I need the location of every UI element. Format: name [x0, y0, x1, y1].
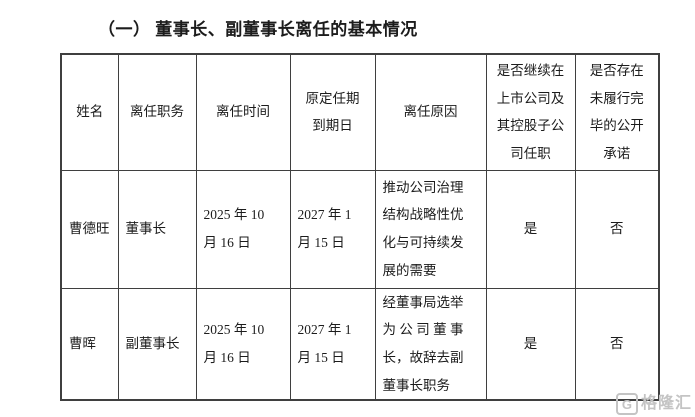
cell-name: 曹德旺 [60, 169, 119, 289]
header-row: 姓名 离任职务 离任时间 原定任期 到期日 离任原因 是否继续在 上市公司及 其… [60, 53, 660, 171]
cell-term-end: 2027 年 1 月 15 日 [289, 169, 376, 289]
cell-reason: 推动公司治理 结构战略性优 化与可持续发 展的需要 [374, 169, 487, 289]
cell-unfulfilled-commitments: 否 [574, 287, 660, 401]
cell-reason: 经董事局选举 为 公 司 董 事 长，故辞去副 董事长职务 [374, 287, 487, 401]
cell-unfulfilled-commitments: 否 [574, 169, 660, 289]
cell-remains-in-company: 是 [485, 169, 576, 289]
cell-name: 曹晖 [60, 287, 119, 401]
gelonghui-logo-icon: G [615, 393, 638, 415]
header-remains-in-company: 是否继续在 上市公司及 其控股子公 司任职 [485, 53, 576, 171]
cell-position: 董事长 [117, 169, 197, 289]
header-position: 离任职务 [117, 53, 197, 171]
section-title: （一） 董事长、副董事长离任的基本情况 [98, 20, 418, 39]
gelonghui-watermark-text: 格隆汇 [640, 395, 692, 412]
header-name: 姓名 [60, 53, 119, 171]
resignation-table: 姓名 离任职务 离任时间 原定任期 到期日 离任原因 是否继续在 上市公司及 其… [60, 53, 660, 402]
header-term-end: 原定任期 到期日 [289, 53, 376, 171]
header-reason: 离任原因 [374, 53, 487, 171]
table-row: 曹德旺 董事长 2025 年 10 月 16 日 2027 年 1 月 15 日… [60, 169, 660, 289]
header-departure-date: 离任时间 [195, 53, 291, 171]
cell-position: 副董事长 [117, 287, 197, 401]
gelonghui-watermark: G 格隆汇 [615, 393, 692, 415]
cell-remains-in-company: 是 [485, 287, 576, 401]
cell-term-end: 2027 年 1 月 15 日 [289, 287, 376, 401]
cell-departure-date: 2025 年 10 月 16 日 [195, 287, 291, 401]
table-row: 曹晖 副董事长 2025 年 10 月 16 日 2027 年 1 月 15 日… [60, 287, 660, 401]
header-unfulfilled-commitments: 是否存在 未履行完 毕的公开 承诺 [574, 53, 660, 171]
cell-departure-date: 2025 年 10 月 16 日 [195, 169, 291, 289]
